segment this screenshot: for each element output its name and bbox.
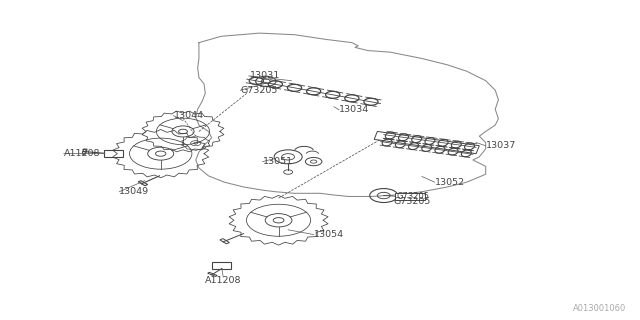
Text: A013001060: A013001060 [573, 304, 626, 313]
Text: G73205: G73205 [241, 86, 278, 95]
Text: 13034: 13034 [339, 105, 369, 114]
Text: 13049: 13049 [119, 187, 149, 196]
Text: 13037: 13037 [486, 141, 516, 150]
Text: 13051: 13051 [262, 157, 292, 166]
Text: G73205: G73205 [396, 192, 429, 201]
Text: A11208: A11208 [205, 276, 241, 285]
FancyBboxPatch shape [394, 193, 424, 200]
Text: 13052: 13052 [435, 178, 465, 187]
Text: 13031: 13031 [250, 71, 280, 80]
Text: 13044: 13044 [173, 111, 204, 120]
Text: G73205: G73205 [394, 197, 431, 206]
Text: 13054: 13054 [314, 230, 344, 239]
Text: A11208: A11208 [64, 149, 100, 158]
